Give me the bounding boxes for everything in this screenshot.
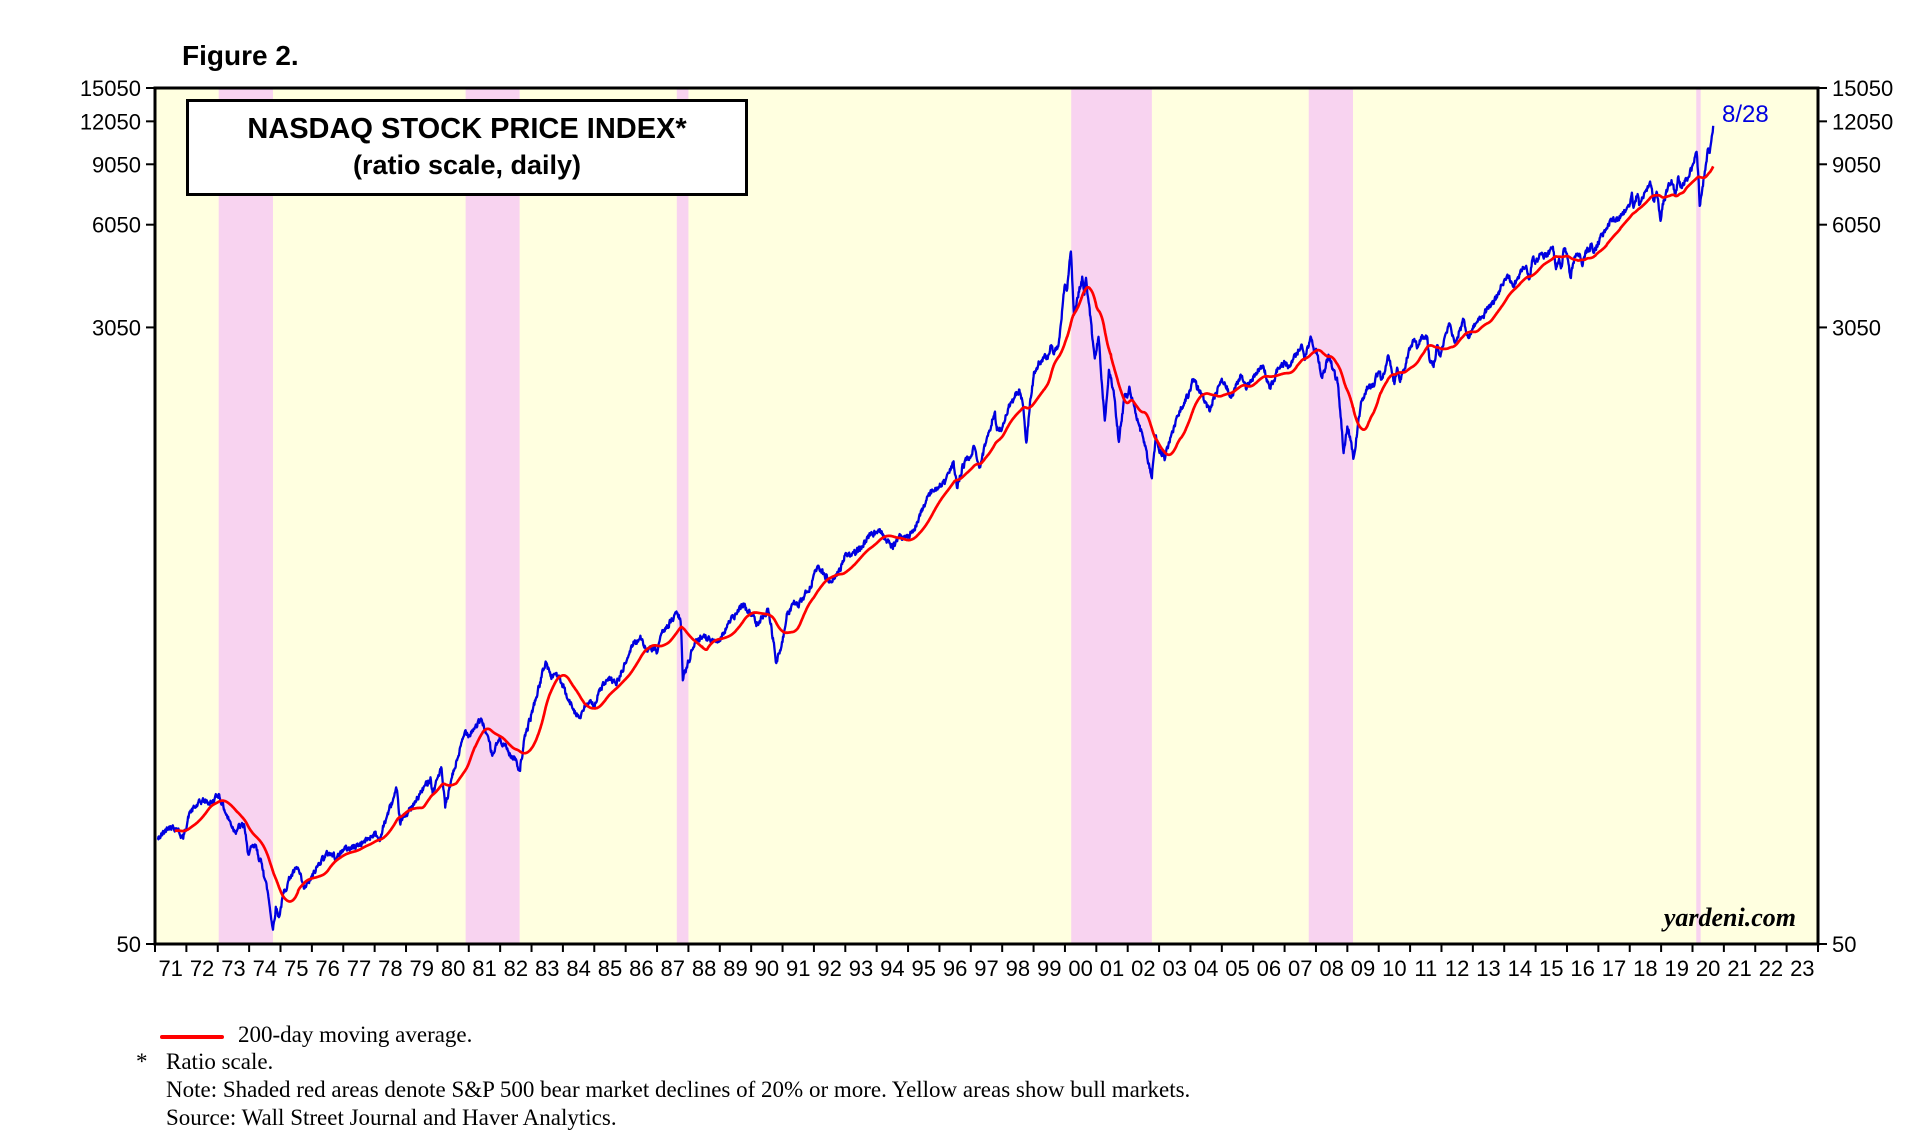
x-axis-label: 16 [1570, 956, 1594, 981]
x-axis-label: 96 [943, 956, 967, 981]
x-axis-label: 22 [1759, 956, 1783, 981]
x-axis-label: 76 [315, 956, 339, 981]
x-axis-label: 13 [1476, 956, 1500, 981]
x-axis-label: 04 [1194, 956, 1218, 981]
x-axis-label: 20 [1696, 956, 1720, 981]
x-axis-label: 10 [1382, 956, 1406, 981]
x-axis-label: 02 [1131, 956, 1155, 981]
bear-market-band [1696, 88, 1701, 944]
footnote-asterisk: * [136, 1049, 148, 1074]
x-axis-label: 01 [1100, 956, 1124, 981]
y-axis-label-right: 9050 [1832, 152, 1881, 177]
y-axis-label-left: 9050 [92, 152, 141, 177]
x-axis-label: 71 [158, 956, 182, 981]
chart-title: NASDAQ STOCK PRICE INDEX* [247, 113, 687, 145]
x-axis-label: 75 [284, 956, 308, 981]
y-axis-label-right: 50 [1832, 932, 1856, 957]
bear-market-band [1308, 88, 1353, 944]
y-axis-label-left: 15050 [80, 76, 141, 101]
y-axis-label-right: 15050 [1832, 76, 1893, 101]
x-axis-label: 94 [880, 956, 904, 981]
y-axis-label-right: 3050 [1832, 315, 1881, 340]
footnote-source: Source: Wall Street Journal and Haver An… [166, 1105, 617, 1130]
chart-title-box: NASDAQ STOCK PRICE INDEX* (ratio scale, … [186, 99, 748, 197]
footnote-note: Note: Shaded red areas denote S&P 500 be… [166, 1077, 1191, 1102]
x-axis-label: 92 [817, 956, 841, 981]
bear-market-band [1071, 88, 1152, 944]
x-axis-label: 72 [190, 956, 214, 981]
x-axis-label: 89 [723, 956, 747, 981]
200-day-moving-average-line [173, 165, 1715, 903]
x-axis-label: 99 [1037, 956, 1061, 981]
ma-legend-line-swatch [160, 1035, 224, 1039]
latest-date-annotation: 8/28 [1722, 101, 1769, 128]
y-axis-label-left: 12050 [80, 109, 141, 134]
x-axis-label: 11 [1414, 956, 1437, 981]
x-axis-label: 79 [409, 956, 433, 981]
x-axis-label: 83 [535, 956, 559, 981]
plot-frame [153, 86, 1820, 946]
x-axis-label: 00 [1068, 956, 1092, 981]
x-axis-label: 80 [441, 956, 465, 981]
x-axis-label: 73 [221, 956, 245, 981]
bear-market-band [676, 88, 689, 944]
y-axis-label-left: 3050 [92, 315, 141, 340]
x-axis-label: 86 [629, 956, 653, 981]
y-axis-label-left: 6050 [92, 213, 141, 238]
y-axis-label-left: 50 [117, 932, 141, 957]
x-axis-label: 17 [1602, 956, 1626, 981]
x-axis-label: 08 [1319, 956, 1343, 981]
x-axis-label: 77 [347, 956, 371, 981]
x-axis-label: 93 [849, 956, 873, 981]
x-axis-label: 05 [1225, 956, 1249, 981]
x-axis-label: 14 [1508, 956, 1532, 981]
bear-market-band [465, 88, 520, 944]
x-axis-label: 21 [1727, 956, 1751, 981]
x-axis-label: 87 [660, 956, 684, 981]
figure-label: Figure 2. [182, 40, 299, 71]
x-axis-label: 91 [786, 956, 810, 981]
yardeni-watermark: yardeni.com [1663, 903, 1796, 932]
x-axis-label: 09 [1351, 956, 1375, 981]
footnote-ratio-scale: Ratio scale. [166, 1049, 274, 1074]
x-axis-label: 12 [1445, 956, 1469, 981]
x-axis-label: 19 [1665, 956, 1689, 981]
x-axis-label: 74 [253, 956, 277, 981]
nasdaq-price-line [156, 125, 1715, 931]
x-axis-label: 03 [1163, 956, 1187, 981]
chart-subtitle: (ratio scale, daily) [352, 149, 582, 180]
x-axis-label: 15 [1539, 956, 1563, 981]
y-axis-label-right: 12050 [1832, 109, 1893, 134]
x-axis-label: 84 [566, 956, 590, 981]
x-axis-label: 18 [1633, 956, 1657, 981]
x-axis-label: 85 [598, 956, 622, 981]
x-axis-label: 07 [1288, 956, 1312, 981]
x-axis-label: 88 [692, 956, 716, 981]
x-axis-label: 81 [472, 956, 496, 981]
x-axis-label: 90 [755, 956, 779, 981]
x-axis-label: 82 [504, 956, 528, 981]
y-axis-label-right: 6050 [1832, 213, 1881, 238]
x-axis-label: 97 [974, 956, 998, 981]
x-axis-label: 95 [912, 956, 936, 981]
bull-market-background [155, 88, 1818, 944]
x-axis-label: 23 [1790, 956, 1814, 981]
ma-legend-label: 200-day moving average. [238, 1022, 473, 1047]
x-axis-label: 06 [1257, 956, 1281, 981]
x-axis-label: 98 [1006, 956, 1030, 981]
x-axis-label: 78 [378, 956, 402, 981]
